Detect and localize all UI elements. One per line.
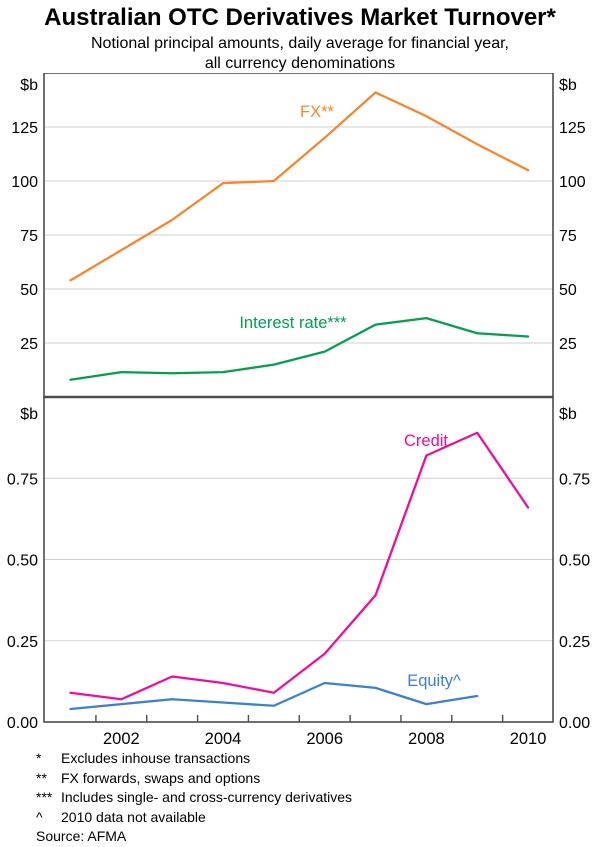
series-label-credit: Credit	[404, 432, 448, 450]
series-label-equity: Equity^	[407, 672, 461, 690]
footnote-marker: ^	[36, 808, 43, 825]
y-axis-unit-label-left: $b	[20, 406, 38, 423]
y-axis-tick-label-left: 100	[11, 174, 38, 191]
y-axis-tick-label-right: 50	[559, 282, 577, 299]
series-line-fx	[69, 91, 530, 282]
y-axis-tick-label-left: 0.75	[7, 471, 38, 488]
footnote-2: ** FX forwards, swaps and options	[36, 769, 576, 789]
series-line-interest_rate	[69, 317, 530, 381]
y-axis-tick-label-left: 50	[20, 282, 38, 299]
footnote-3: *** Includes single- and cross-currency d…	[36, 788, 576, 808]
y-axis-tick-label-right: 25	[559, 336, 577, 353]
y-axis-tick-label-left: 125	[11, 120, 38, 137]
y-axis-tick-label-left: 0.25	[7, 634, 38, 651]
x-axis-year-label: 2002	[103, 730, 140, 748]
chart-canvas: 25 25 50 50 75 75 100 100 125 125 $b $b FX** Interest…	[7, 73, 590, 748]
footnote-marker: **	[36, 769, 47, 786]
y-axis-tick-label-right: 125	[559, 120, 586, 137]
x-axis-year-label: 2004	[205, 730, 242, 748]
chart-title: Australian OTC Derivatives Market Turnov…	[44, 4, 556, 31]
y-axis-unit-label-left: $b	[20, 77, 38, 94]
y-axis-tick-label-right: 0.50	[559, 553, 590, 570]
y-axis-tick-label-left: 75	[20, 228, 38, 245]
footnote-1: * Excludes inhouse transactions	[36, 749, 576, 769]
y-axis-tick-label-left: 0.00	[7, 715, 38, 732]
y-axis-unit-label-right: $b	[559, 77, 577, 94]
y-axis-tick-label-right: 100	[559, 174, 586, 191]
series-label-fx: FX**	[300, 103, 335, 121]
y-axis-tick-label-left: 0.50	[7, 553, 38, 570]
y-axis-tick-label-right: 0.75	[559, 471, 590, 488]
y-axis-tick-label-right: 75	[559, 228, 577, 245]
footnote-text: Excludes inhouse transactions	[61, 750, 251, 766]
y-axis-unit-label-right: $b	[559, 406, 577, 423]
x-axis-year-label: 2008	[408, 730, 445, 748]
y-axis-tick-label-left: 25	[20, 336, 38, 353]
series-line-equity	[69, 681, 479, 711]
footnotes: * Excludes inhouse transactions ** FX forw…	[36, 749, 576, 847]
footnote-text: Includes single- and cross-currency deri…	[61, 789, 353, 805]
series-label-interest_rate: Interest rate***	[239, 314, 347, 332]
footnote-marker: ***	[36, 789, 53, 805]
y-axis-tick-label-right: 0.25	[559, 634, 590, 651]
subtitle-line-1: Notional principal amounts, daily averag…	[90, 35, 509, 52]
chart-subtitle: Notional principal amounts, daily averag…	[0, 34, 600, 74]
footnote-text: 2010 data not available	[61, 808, 206, 825]
x-axis-year-label: 2010	[510, 730, 547, 748]
subtitle-line-2: all currency denominations	[204, 55, 396, 72]
footnote-marker: *	[36, 750, 42, 766]
y-axis-tick-label-right: 0.00	[559, 715, 590, 732]
source-note: Source: AFMA	[36, 828, 127, 844]
footnote-text: FX forwards, swaps and options	[61, 769, 261, 786]
x-axis-year-label: 2006	[306, 730, 343, 748]
footnote-4: ^ 2010 data not available	[36, 808, 576, 828]
series-line-credit	[69, 431, 530, 701]
